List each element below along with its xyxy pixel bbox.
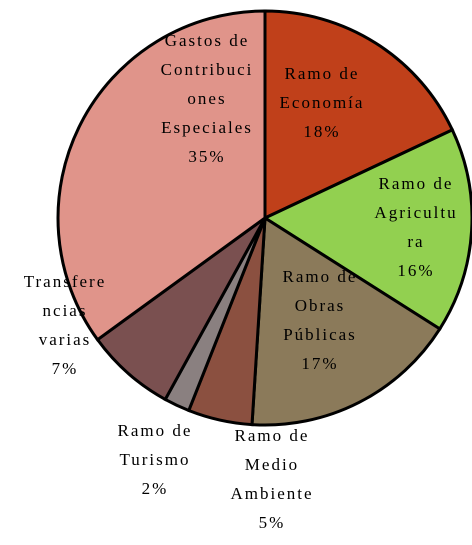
value-label: 35% [188, 147, 225, 166]
pie-slice [56, 9, 267, 342]
label-line: ones [187, 89, 226, 108]
slice-label: Ramo de Turismo [118, 421, 193, 469]
slice-label: Ramo de Medio Ambiente [230, 426, 313, 503]
label-line: Contribuci [161, 60, 254, 79]
value-label: 2% [142, 479, 169, 498]
slice-label: Gastos de Contribuci ones Especiales [161, 31, 254, 137]
slice-label: Ramo de Economía [280, 64, 365, 112]
label-line: ra [407, 232, 424, 251]
label-line: Ramo de [379, 174, 454, 193]
pie-slice [250, 215, 442, 427]
label-line: Especiales [161, 118, 253, 137]
label-line: Ramo de [285, 64, 360, 83]
value-label: 17% [301, 354, 338, 373]
label-line: Obras [295, 296, 346, 315]
label-line: ncias [43, 301, 88, 320]
label-line: varias [39, 330, 92, 349]
value-label: 5% [259, 513, 286, 532]
label-line: Gastos de [165, 31, 250, 50]
slice-label: Transfere ncias varias [24, 272, 107, 349]
value-label: 16% [397, 261, 434, 280]
label-line: Economía [280, 93, 365, 112]
label-line: Transfere [24, 272, 107, 291]
label-line: Ramo de [235, 426, 310, 445]
label-line: Agricultu [374, 203, 457, 222]
label-line: Públicas [283, 325, 357, 344]
label-line: Medio [245, 455, 299, 474]
pie-slice [263, 9, 455, 221]
label-line: Ramo de [283, 267, 358, 286]
slice-label: Ramo de Obras Públicas [283, 267, 358, 344]
label-line: Ambiente [230, 484, 313, 503]
label-line: Ramo de [118, 421, 193, 440]
label-line: Turismo [119, 450, 190, 469]
slice-label: Ramo de Agricultu ra [374, 174, 457, 251]
value-label: 18% [303, 122, 340, 141]
value-label: 7% [52, 359, 79, 378]
